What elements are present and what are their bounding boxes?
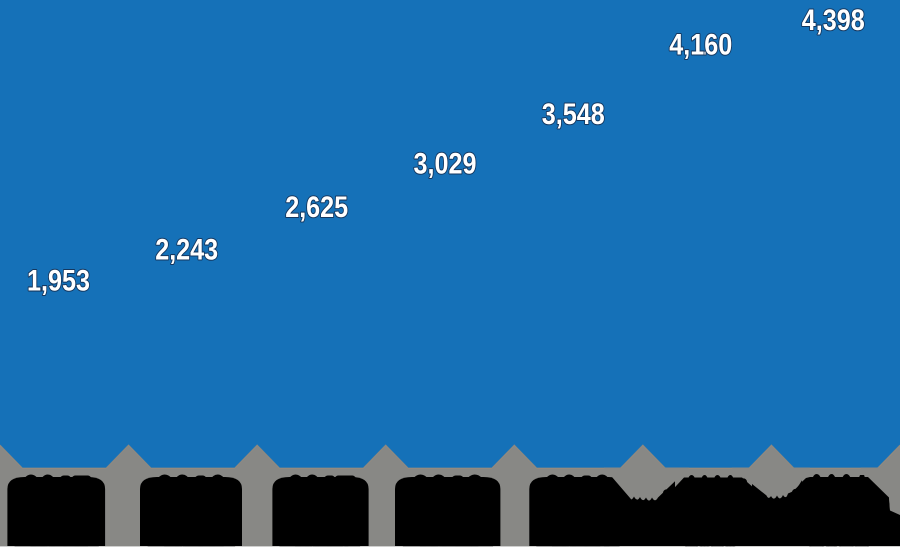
svg-text:3,548: 3,548 <box>542 98 605 131</box>
svg-text:4,398: 4,398 <box>802 4 865 37</box>
svg-text:1,953: 1,953 <box>27 265 90 298</box>
svg-text:2,625: 2,625 <box>285 191 348 224</box>
svg-text:2021: 2021 <box>809 457 868 549</box>
svg-text:4,160: 4,160 <box>669 29 732 62</box>
svg-text:2019: 2019 <box>544 491 610 549</box>
svg-text:2020: 2020 <box>685 459 737 549</box>
svg-text:2018: 2018 <box>412 489 484 549</box>
svg-text:2017: 2017 <box>287 491 353 549</box>
svg-text:3,029: 3,029 <box>414 147 477 180</box>
svg-text:2016: 2016 <box>156 488 226 549</box>
svg-text:2,243: 2,243 <box>155 234 218 267</box>
svg-text:2015: 2015 <box>23 488 90 549</box>
